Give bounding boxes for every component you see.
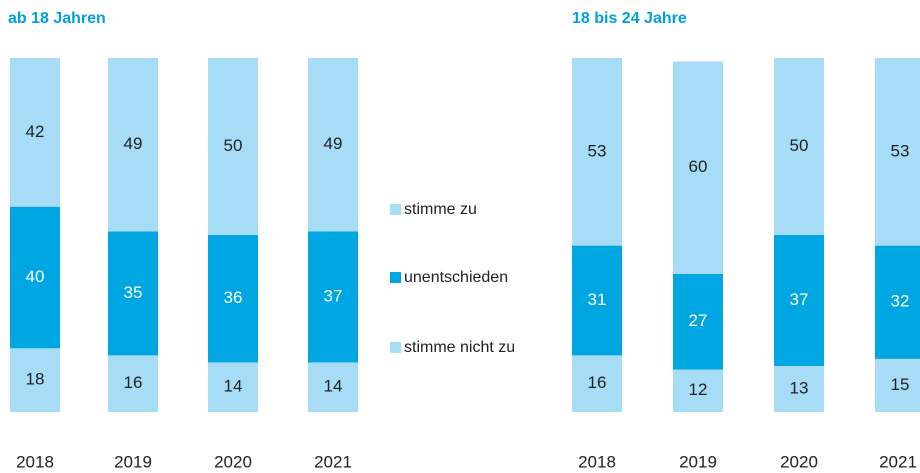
value-label: 16 — [588, 373, 607, 392]
bar-segment — [208, 58, 258, 235]
x-tick-label: 2018 — [578, 452, 616, 471]
bar-segment — [875, 58, 920, 246]
value-label: 36 — [224, 288, 243, 307]
bar-segment — [572, 245, 622, 356]
bar-segment — [208, 235, 258, 363]
value-label: 12 — [689, 380, 708, 399]
value-label: 15 — [891, 375, 910, 394]
value-label: 32 — [891, 292, 910, 311]
x-tick-label: 2021 — [314, 452, 352, 471]
bar-segment — [875, 245, 920, 359]
value-label: 37 — [790, 290, 809, 309]
value-label: 14 — [324, 377, 343, 396]
value-label: 53 — [588, 141, 607, 160]
bar-segment — [774, 235, 824, 366]
bar-segment — [572, 58, 622, 246]
value-label: 50 — [790, 136, 809, 155]
bar-segment — [308, 231, 358, 363]
value-label: 40 — [26, 267, 45, 286]
legend-label: unentschieden — [404, 269, 508, 286]
value-label: 50 — [224, 136, 243, 155]
bar-segment — [673, 369, 723, 412]
bar-segment — [673, 273, 723, 370]
value-label: 31 — [588, 290, 607, 309]
bar-segment — [875, 358, 920, 412]
value-label: 35 — [124, 283, 143, 302]
value-label: 42 — [26, 122, 45, 141]
bar-segment — [108, 58, 158, 232]
x-tick-label: 2019 — [114, 452, 152, 471]
chart-title: ab 18 Jahren — [8, 10, 106, 27]
value-label: 27 — [689, 311, 708, 330]
value-label: 14 — [224, 377, 243, 396]
value-label: 53 — [891, 141, 910, 160]
bar-segment — [572, 355, 622, 412]
value-label: 16 — [124, 373, 143, 392]
x-tick-label: 2021 — [879, 452, 917, 471]
value-label: 60 — [689, 157, 708, 176]
value-label: 37 — [324, 286, 343, 305]
legend-label: stimme nicht zu — [404, 339, 515, 356]
bar-segment — [673, 61, 723, 274]
bar-segment — [10, 58, 60, 207]
value-label: 18 — [26, 370, 45, 389]
bar-segment — [208, 362, 258, 412]
legend-swatch — [390, 204, 401, 215]
value-label: 49 — [124, 134, 143, 153]
legend-label: stimme zu — [404, 201, 477, 218]
bar-segment — [108, 231, 158, 356]
value-label: 13 — [790, 378, 809, 397]
bar-segment — [774, 365, 824, 412]
x-tick-label: 2020 — [780, 452, 818, 471]
chart-title: 18 bis 24 Jahre — [572, 10, 687, 27]
x-tick-label: 2019 — [679, 452, 717, 471]
legend-swatch — [390, 272, 401, 283]
x-tick-label: 2018 — [16, 452, 54, 471]
bar-segment — [308, 58, 358, 232]
legend-swatch — [390, 342, 401, 353]
x-tick-label: 2020 — [214, 452, 252, 471]
bar-segment — [774, 58, 824, 235]
bar-segment — [308, 362, 358, 412]
bar-segment — [108, 355, 158, 412]
bar-segment — [10, 206, 60, 349]
bar-segment — [10, 348, 60, 412]
value-label: 49 — [324, 134, 343, 153]
